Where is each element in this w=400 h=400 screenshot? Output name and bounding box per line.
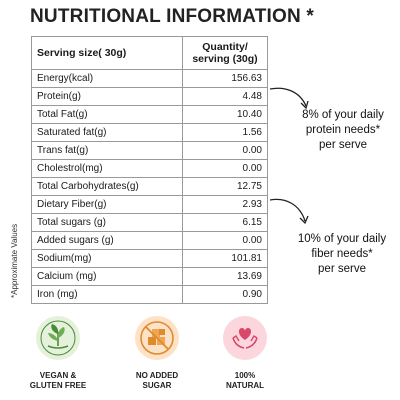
nutrient-value: 4.48 [182,87,268,106]
header-serving-size: Serving size( 30g) [31,36,183,70]
protein-arrow-icon [269,87,309,110]
nutrient-name: Iron (mg) [31,285,183,304]
protein-callout-line2: protein needs* [305,124,381,136]
table-row: Saturated fat(g) 1.56 [31,123,268,142]
sugar-label-line1: NO ADDED [135,371,179,380]
table-row: Energy(kcal) 156.63 [31,69,268,88]
nutrient-value: 2.93 [182,195,268,214]
nutrient-name: Cholestrol(mg) [31,159,183,178]
nutrient-name: Calcium (mg) [31,267,183,286]
sugar-circle [135,316,179,360]
nutrient-value: 0.00 [182,231,268,250]
nutrient-name: Added sugars (g) [31,231,183,250]
nutrient-value: 6.15 [182,213,268,232]
protein-callout: 8% of your daily protein needs* per serv… [287,108,399,153]
approximate-values-note: *Approximate Values [10,223,19,298]
table-row: Trans fat(g) 0.00 [31,141,268,160]
header-quantity-line2: serving (30g) [192,53,258,65]
natural-circle [223,316,267,360]
nutrient-value: 0.00 [182,141,268,160]
nutrient-name: Protein(g) [31,87,183,106]
header-quantity-line1: Quantity/ [202,41,248,53]
protein-callout-line1: 8% of your daily [302,109,384,121]
natural-label-line1: 100% [234,371,256,380]
sugar-label-line2: SUGAR [142,381,172,390]
nutrient-value: 13.69 [182,267,268,286]
no-sugar-icon [140,321,174,355]
natural-label-line2: NATURAL [225,381,265,390]
no-added-sugar-badge: NO ADDED SUGAR [122,316,192,391]
natural-label: 100% NATURAL [210,371,280,391]
table-header-row: Serving size( 30g) Quantity/ serving (30… [31,36,268,70]
nutrient-name: Total Fat(g) [31,105,183,124]
vegan-label-line2: GLUTEN FREE [29,381,87,390]
nutrient-value: 101.81 [182,249,268,268]
table-row: Iron (mg) 0.90 [31,285,268,304]
vegan-label: VEGAN & GLUTEN FREE [23,371,93,391]
table-row: Total sugars (g) 6.15 [31,213,268,232]
nutrient-value: 0.90 [182,285,268,304]
nutrient-name: Total sugars (g) [31,213,183,232]
fiber-callout-line3: per serve [318,263,366,275]
protein-callout-line3: per serve [319,139,367,151]
vegan-label-line1: VEGAN & [39,371,77,380]
table-row: Total Fat(g) 10.40 [31,105,268,124]
table-row: Sodium(mg) 101.81 [31,249,268,268]
nutrient-name: Sodium(mg) [31,249,183,268]
vegan-circle [36,316,80,360]
nutrient-value: 1.56 [182,123,268,142]
nutrient-value: 156.63 [182,69,268,88]
heart-hands-icon [232,328,258,349]
natural-badge: 100% NATURAL [210,316,280,391]
nutrient-name: Dietary Fiber(g) [31,195,183,214]
table-row: Calcium (mg) 13.69 [31,267,268,286]
nutrient-name: Saturated fat(g) [31,123,183,142]
nutrition-table: Serving size( 30g) Quantity/ serving (30… [31,36,268,304]
fiber-callout-line2: fiber needs* [311,248,373,260]
vegan-gluten-free-badge: VEGAN & GLUTEN FREE [23,316,93,391]
vegan-leaf-icon [40,320,76,356]
fiber-callout: 10% of your daily fiber needs* per serve [284,232,400,277]
nutrient-value: 0.00 [182,159,268,178]
nutrient-name: Energy(kcal) [31,69,183,88]
nutrient-value: 10.40 [182,105,268,124]
table-row: Added sugars (g) 0.00 [31,231,268,250]
table-row: Cholestrol(mg) 0.00 [31,159,268,178]
fiber-callout-line1: 10% of your daily [297,233,387,245]
table-row: Protein(g) 4.48 [31,87,268,106]
nutrient-value: 12.75 [182,177,268,196]
nutrient-name: Trans fat(g) [31,141,183,160]
header-quantity: Quantity/ serving (30g) [182,36,268,70]
table-row: Dietary Fiber(g) 2.93 [31,195,268,214]
nutrient-name: Total Carbohydrates(g) [31,177,183,196]
sugar-label: NO ADDED SUGAR [122,371,192,391]
fiber-arrow-icon [269,198,309,225]
page-title: NUTRITIONAL INFORMATION * [30,6,314,27]
table-row: Total Carbohydrates(g) 12.75 [31,177,268,196]
